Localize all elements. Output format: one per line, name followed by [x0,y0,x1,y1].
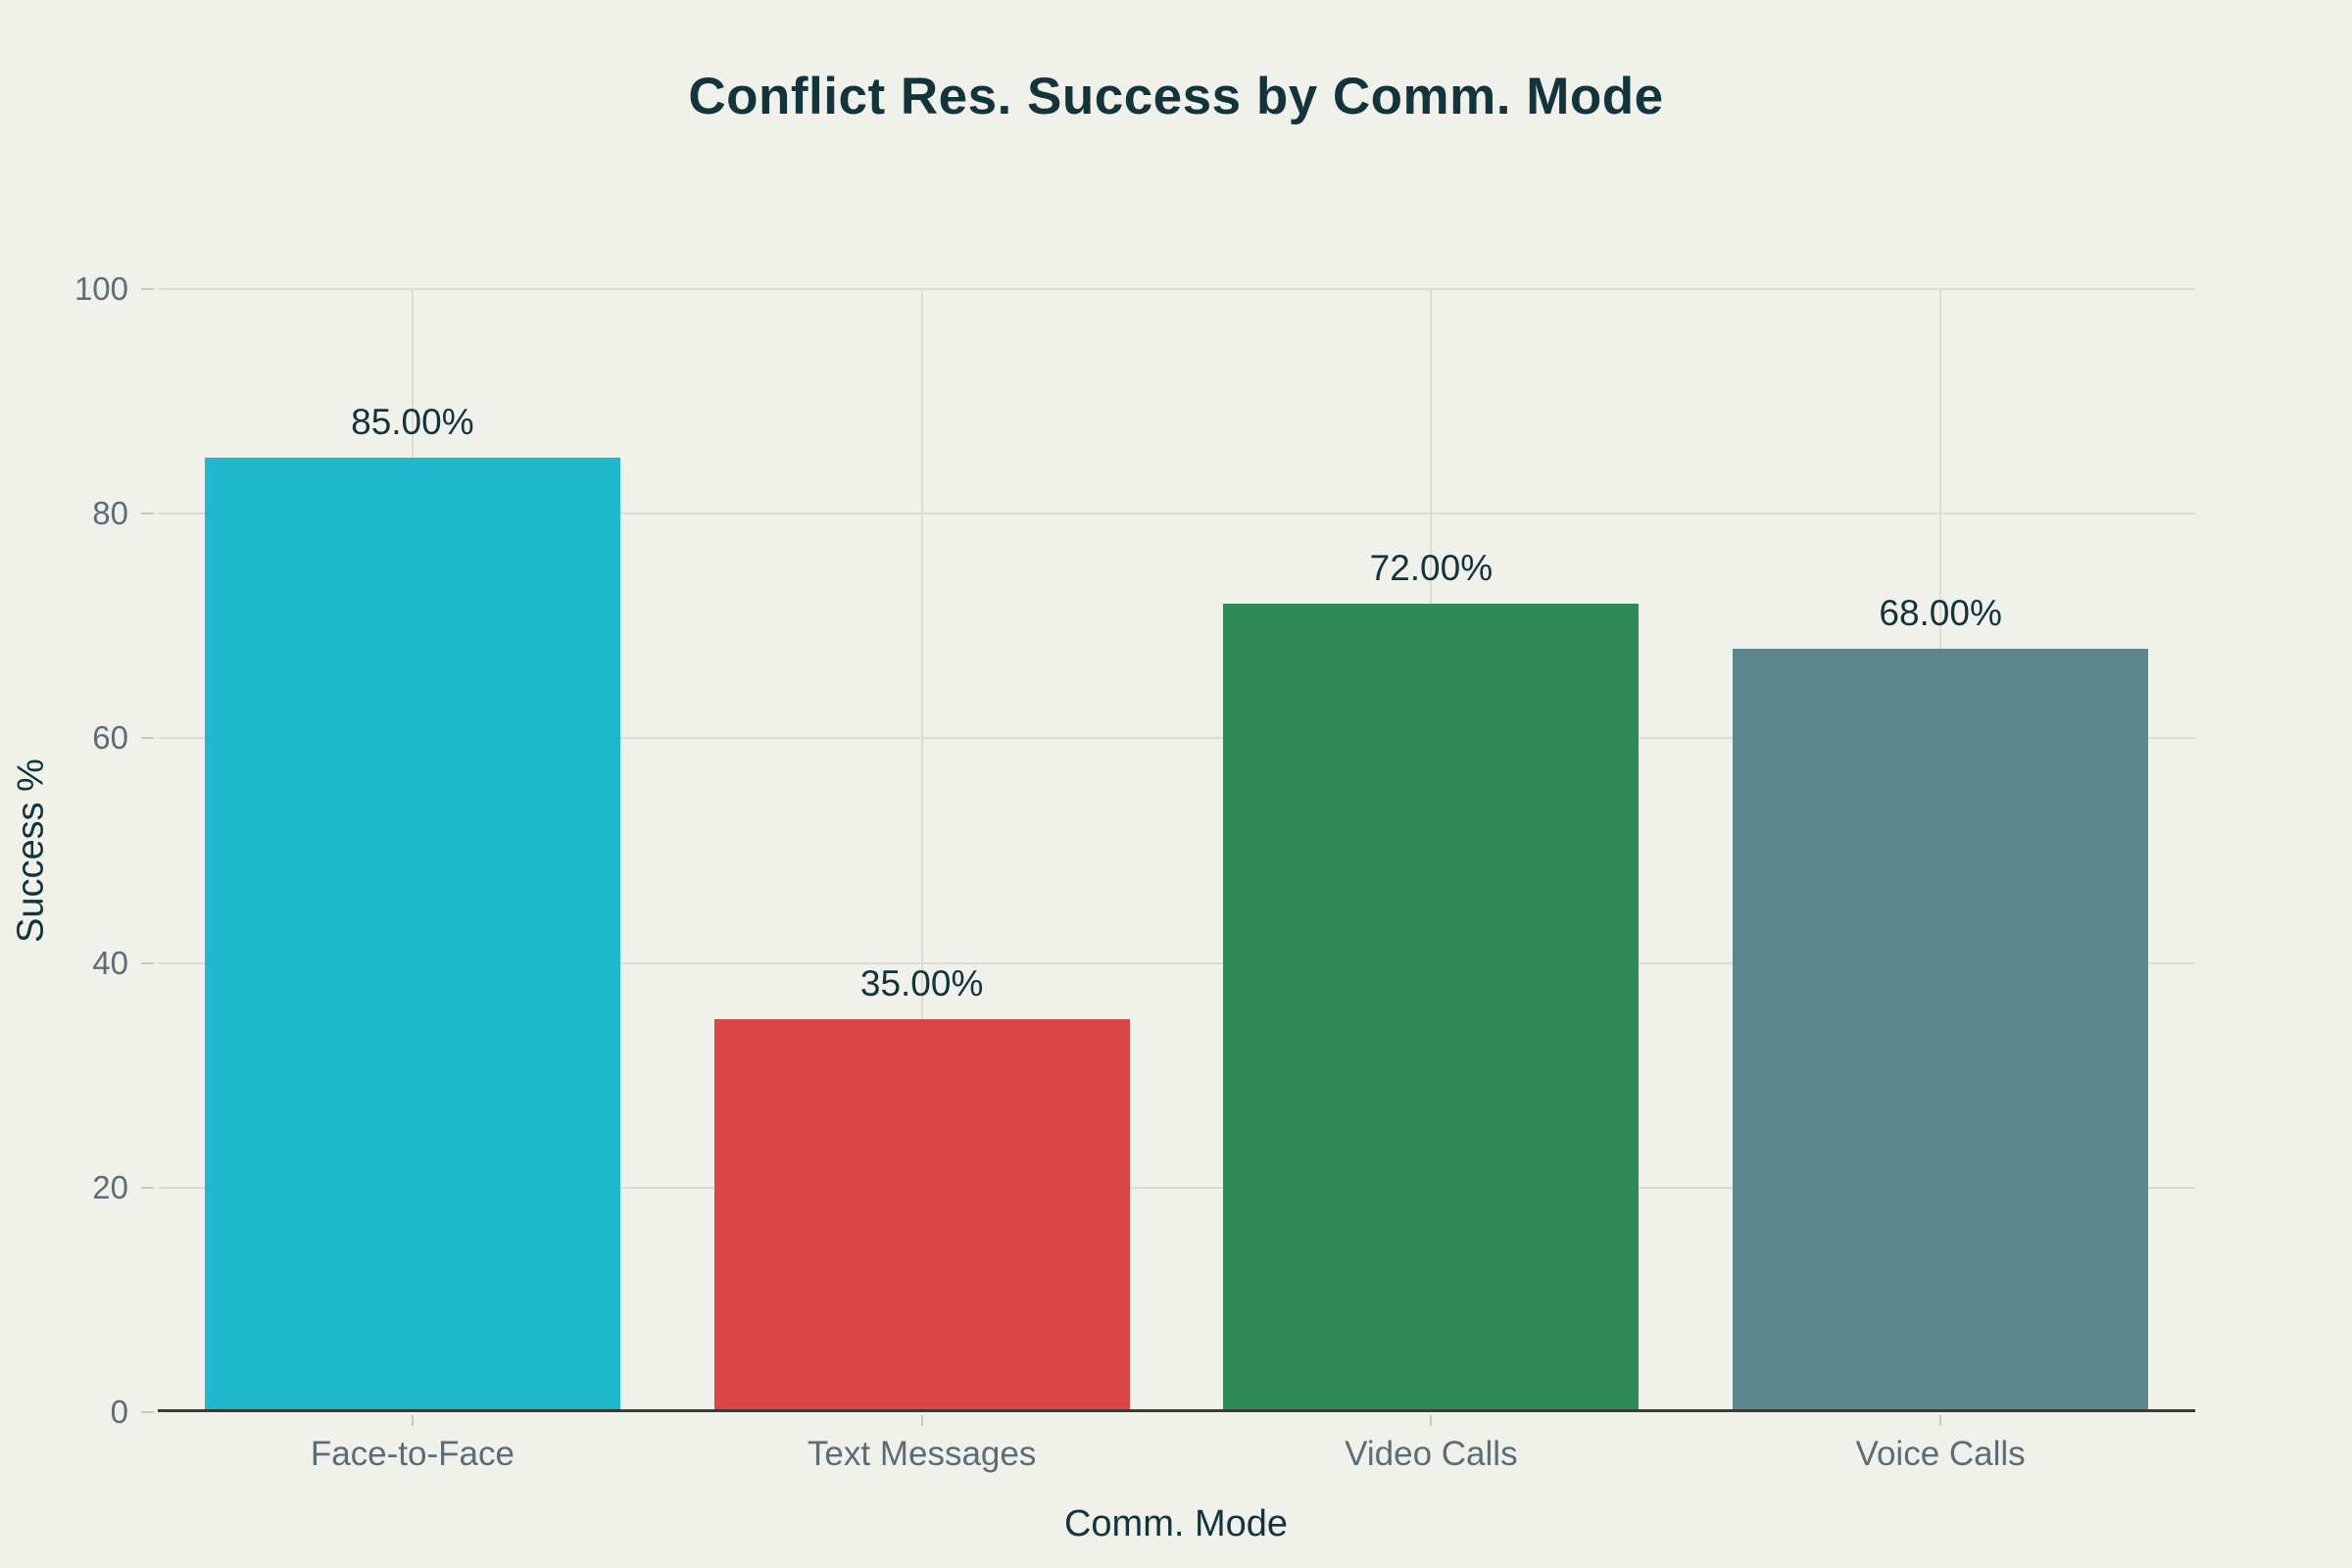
y-tick-mark [141,1186,154,1189]
h-gridline [158,1186,2195,1189]
h-gridline [158,961,2195,964]
chart-title: Conflict Res. Success by Comm. Mode [688,68,1664,125]
x-category-label: Text Messages [807,1435,1037,1473]
y-tick-mark [141,513,154,515]
bar-face-to-face [204,457,620,1412]
y-tick-mark [141,288,154,290]
x-axis-title: Comm. Mode [1063,1503,1289,1544]
bar-layer [158,289,2195,1412]
bar-value-label: 85.00% [351,401,474,442]
y-tick-mark [141,961,154,964]
x-tick-mark [1939,1415,1942,1426]
x-tick-mark [411,1415,414,1426]
x-tick-mark [1430,1415,1433,1426]
y-tick-label: 100 [74,270,128,307]
y-tick-label: 0 [110,1394,128,1430]
y-axis-title: Success % [10,759,52,943]
y-tick-label: 60 [92,719,128,757]
x-axis-line [158,1409,2195,1412]
y-tick-label: 20 [92,1168,128,1205]
h-gridline [158,737,2195,740]
x-category-label: Face-to-Face [310,1435,514,1473]
bar-voice-calls [1733,648,2149,1412]
bar-text-messages [713,1018,1130,1412]
y-tick-mark [141,737,154,740]
h-gridline [158,513,2195,515]
y-tick-label: 80 [92,495,128,532]
bar-value-label: 35.00% [859,962,984,1004]
bar-value-label: 68.00% [1879,592,2002,633]
x-tick-mark [920,1415,923,1426]
y-tick-label: 40 [92,944,128,981]
bar-value-label: 72.00% [1369,547,1494,588]
plot-area [158,288,2195,1412]
x-category-label: Video Calls [1345,1435,1518,1473]
y-tick-mark [141,1411,154,1413]
h-gridline [158,288,2195,290]
bar-video-calls [1223,603,1640,1412]
v-gridline [920,289,923,1412]
x-category-label: Voice Calls [1855,1435,2026,1473]
